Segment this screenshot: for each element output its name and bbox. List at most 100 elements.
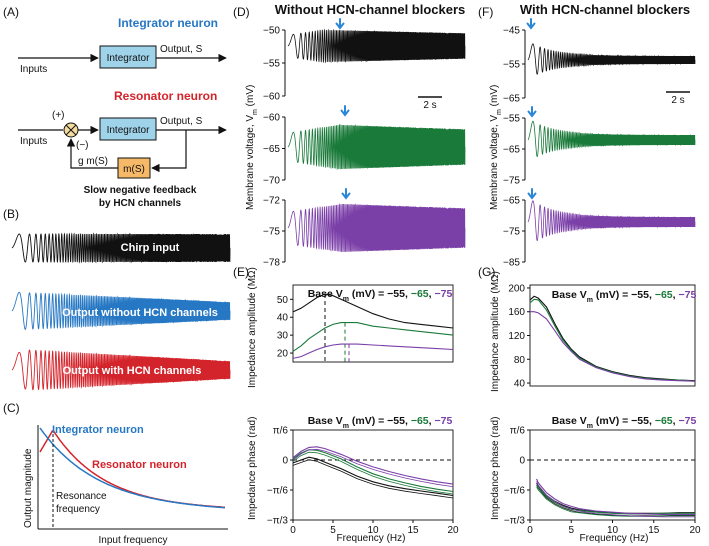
legend-sep2: , xyxy=(429,415,435,427)
voltage-tick-label: −45 xyxy=(503,26,520,37)
legend-prefix: Base V xyxy=(308,415,343,427)
y-tick-label: π/6 xyxy=(510,426,526,437)
integrator-response-curve xyxy=(39,427,226,509)
panel-e-amp-ylabel: Impedance amplitude (MΩ) xyxy=(247,267,258,388)
voltage-trace xyxy=(527,200,696,242)
x-tick-label: 20 xyxy=(447,525,459,536)
legend-unit: (mV) = xyxy=(349,415,387,427)
y-tick-label: 40 xyxy=(514,379,526,390)
panel-d-title: Without HCN-channel blockers xyxy=(275,2,466,17)
impedance-series-line xyxy=(292,446,454,485)
voltage-tick-label: −78 xyxy=(263,258,280,269)
legend-v2: −65 xyxy=(655,289,673,301)
panel-d-ylabel: Membrane voltage, Vm (mV) xyxy=(245,85,259,210)
panel-e-phase-plot: π/60−π/6−π/30 5 10 15 20 xyxy=(267,426,459,536)
panel-f-ylabel-unit: (mV) xyxy=(489,85,500,109)
y-tick-label: 80 xyxy=(514,355,526,366)
resonator-integrator-label: Integrator xyxy=(107,125,150,136)
panel-e-xlabel: Frequency (Hz) xyxy=(337,533,406,544)
feedback-path-in xyxy=(66,138,118,169)
impedance-series-line xyxy=(292,293,454,329)
output-label-integrator: Output, S xyxy=(160,44,203,55)
plus-sign: (+) xyxy=(52,110,65,121)
inputs-label-resonator: Inputs xyxy=(20,136,47,147)
legend-sep1: , xyxy=(405,415,411,427)
voltage-tick-label: −75 xyxy=(263,227,280,238)
output-without-hcn-label: Output without HCN channels xyxy=(62,307,218,319)
y-tick-label: 120 xyxy=(508,331,525,342)
impedance-series-line xyxy=(536,478,695,515)
minus-sign: (−) xyxy=(76,140,89,151)
panel-f-ylabel-main: Membrane voltage, V xyxy=(489,115,500,210)
panel-d-ylabel-unit: (mV) xyxy=(245,85,256,109)
legend-sub: m xyxy=(343,296,349,303)
panel-g-phase-ylabel: Impedance phase (rad) xyxy=(490,417,501,520)
panel-e-phase-legend: Base Vm (mV) = −55, −65, −75 xyxy=(308,415,453,430)
voltage-tick-label: −50 xyxy=(263,26,280,37)
legend-sep1: , xyxy=(649,415,655,427)
y-tick-label: 20 xyxy=(277,349,289,360)
impedance-series-line-repeat xyxy=(292,448,454,487)
inputs-label-integrator: Inputs xyxy=(20,64,47,75)
y-tick-label: −π/3 xyxy=(267,516,289,527)
resonance-arrow-icon xyxy=(341,188,351,200)
y-tick-label: 40 xyxy=(277,313,289,324)
x-tick-label: 10 xyxy=(367,525,379,536)
y-tick-label: 30 xyxy=(277,331,289,342)
voltage-tick-label: −70 xyxy=(263,176,280,187)
legend-v2: −65 xyxy=(411,415,429,427)
legend-unit: (mV) = xyxy=(349,288,387,300)
panel-g-amp-ylabel: Impedance amplitude (MΩ) xyxy=(490,271,501,392)
panel-c-label: (C) xyxy=(3,401,20,415)
legend-v1: −55 xyxy=(631,415,649,427)
voltage-tick-label: −65 xyxy=(503,145,520,156)
voltage-tick-label: −65 xyxy=(503,94,520,105)
x-tick-label: 5 xyxy=(568,525,574,536)
x-tick-label: 0 xyxy=(290,525,296,536)
voltage-trace xyxy=(287,123,466,171)
y-tick-label: −π/6 xyxy=(504,486,526,497)
panel-d-label: (D) xyxy=(233,5,250,19)
resonance-label-2: frequency xyxy=(56,504,100,515)
legend-v3: −75 xyxy=(678,415,696,427)
x-tick-label: 5 xyxy=(330,525,336,536)
y-tick-label: 0 xyxy=(282,456,288,467)
legend-unit: (mV) = xyxy=(593,415,631,427)
legend-prefix: Base V xyxy=(552,289,587,301)
voltage-trace xyxy=(287,203,466,253)
panel-f-ylabel-sub: m xyxy=(496,109,503,115)
summing-cross-b xyxy=(65,124,77,136)
y-tick-label: 160 xyxy=(508,307,525,318)
plot-frame xyxy=(529,429,696,521)
panel-f-label: (F) xyxy=(478,5,493,19)
panel-e-amplitude-plot: 20 30 40 50 xyxy=(277,284,454,363)
panel-g-phase-plot: π/60−π/6−π/30 5 10 15 20 xyxy=(504,426,701,536)
panel-g-amp-legend: Base Vm (mV) = −55, −65, −75 xyxy=(552,289,697,304)
panel-g-xlabel: Frequency (Hz) xyxy=(580,533,649,544)
voltage-tick-label: −60 xyxy=(263,92,280,103)
panel-e-phase-ylabel: Impedance phase (rad) xyxy=(247,417,258,520)
legend-v2: −65 xyxy=(411,288,429,300)
chirp-waveform xyxy=(11,232,231,264)
voltage-tick-label: −65 xyxy=(263,144,280,155)
x-tick-label: 15 xyxy=(407,525,419,536)
feedback-caption-2: by HCN channels xyxy=(99,198,182,209)
voltage-trace xyxy=(527,120,696,157)
impedance-series-line-repeat xyxy=(292,459,454,499)
panel-f-title: With HCN-channel blockers xyxy=(520,2,690,17)
chirp-waveform xyxy=(11,291,231,330)
legend-v3: −75 xyxy=(678,289,696,301)
legend-v1: −55 xyxy=(631,289,649,301)
legend-v1: −55 xyxy=(387,415,405,427)
impedance-series-line xyxy=(292,456,454,497)
voltage-tick-label: −55 xyxy=(263,59,280,70)
y-tick-label: −π/6 xyxy=(267,486,289,497)
legend-sep2: , xyxy=(673,415,679,427)
impedance-series-line-repeat xyxy=(536,486,695,517)
legend-sep1: , xyxy=(405,288,411,300)
panel-e-amp-legend: Base Vm (mV) = −55, −65, −75 xyxy=(308,288,453,303)
impedance-series-line xyxy=(536,482,695,514)
legend-sep2: , xyxy=(429,288,435,300)
integrator-curve-label: Integrator neuron xyxy=(52,424,144,436)
